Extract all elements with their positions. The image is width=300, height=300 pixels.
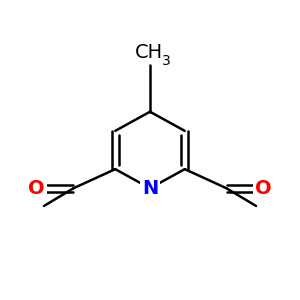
- Text: 3: 3: [162, 54, 171, 68]
- Text: N: N: [142, 179, 158, 198]
- Text: O: O: [28, 179, 45, 198]
- Text: CH: CH: [134, 43, 163, 62]
- Text: O: O: [255, 179, 272, 198]
